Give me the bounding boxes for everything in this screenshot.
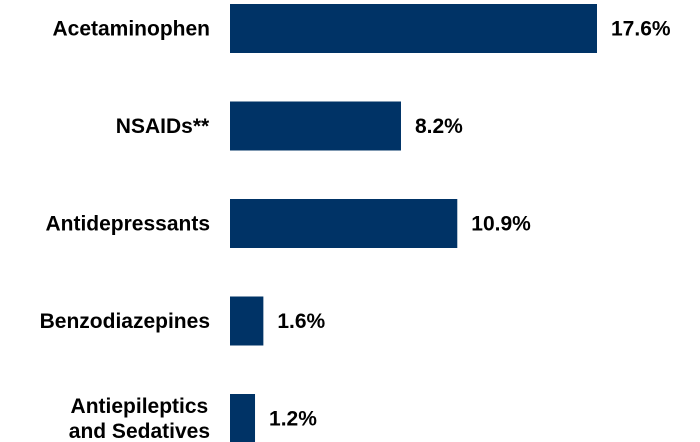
category-label-line: Acetaminophen (52, 18, 210, 41)
category-label-nsaids: NSAIDs** (116, 115, 210, 138)
category-labels-group: Acetaminophen NSAIDs** Antidepressants Benz… (40, 18, 210, 442)
category-label-acetaminophen: Acetaminophen (52, 18, 210, 41)
bar-nsaids (230, 101, 401, 151)
category-label-antidepressants: Antidepressants (45, 213, 210, 236)
value-labels-group: 17.6% 8.2% 10.9% 1.6% 1.2% (269, 18, 671, 431)
value-label-antiepileptics-and-sedatives: 1.2% (269, 408, 317, 431)
bars-group (230, 4, 597, 442)
category-label-line: Antiepileptics (71, 395, 209, 418)
bar-antiepileptics-and-sedatives (230, 394, 256, 442)
value-label-acetaminophen: 17.6% (611, 18, 671, 41)
bar-benzodiazepines (230, 296, 264, 346)
value-label-nsaids: 8.2% (415, 115, 463, 138)
category-label-line: Antidepressants (45, 213, 210, 236)
value-label-antidepressants: 10.9% (471, 213, 531, 236)
category-label-line: Benzodiazepines (40, 310, 210, 333)
category-label-benzodiazepines: Benzodiazepines (40, 310, 210, 333)
bar-acetaminophen (230, 4, 597, 53)
bar-antidepressants (230, 199, 458, 248)
category-label-line: NSAIDs** (116, 115, 210, 138)
value-label-benzodiazepines: 1.6% (277, 310, 325, 333)
category-label-antiepileptics-and-sedatives: Antiepileptics and Sedatives (69, 395, 210, 442)
category-label-line: and Sedatives (69, 420, 210, 442)
